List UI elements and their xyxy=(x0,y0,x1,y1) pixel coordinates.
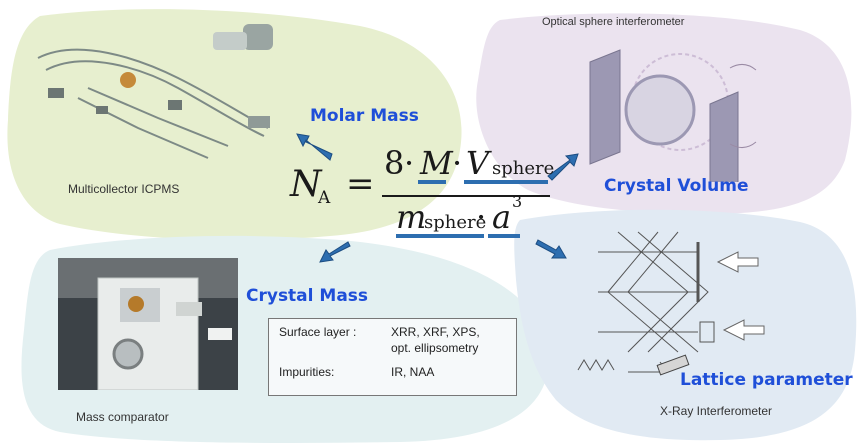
label-lattice-parameter: Lattice parameter xyxy=(680,370,853,390)
label-crystal-mass: Crystal Mass xyxy=(246,286,369,306)
formula-numerator-coefficient: 8 xyxy=(384,144,405,182)
caption-mass-comparator: Mass comparator xyxy=(76,410,169,424)
caption-multicollector-icpms: Multicollector ICPMS xyxy=(68,182,180,196)
etalon-left xyxy=(589,49,621,165)
mass-comparator-photo xyxy=(58,258,238,390)
magnet-block xyxy=(243,24,273,50)
silicon-sphere xyxy=(624,74,696,146)
formula-lattice-exponent: 3 xyxy=(512,192,523,211)
methods-key-surface-layer: Surface layer : xyxy=(279,325,357,339)
methods-value-impurities: IR, NAA xyxy=(391,365,435,379)
multicollector-icpms-illustration xyxy=(37,24,273,159)
arrow-to-molar-mass xyxy=(296,133,333,161)
label-molar-mass: Molar Mass xyxy=(310,106,419,126)
formula-dot-3: · xyxy=(476,198,487,236)
formula-dot-2: · xyxy=(452,144,463,182)
methods-key-impurities: Impurities: xyxy=(279,365,335,379)
formula-equals: = xyxy=(346,164,375,204)
molar-mass-region xyxy=(7,9,462,240)
formula-lattice-symbol: a xyxy=(492,198,512,236)
xray-interferometer-illustration xyxy=(577,231,765,376)
caption-optical-sphere-interferometer: Optical sphere interferometer xyxy=(542,16,685,28)
formula-dot-1: · xyxy=(404,144,415,182)
methods-value-surface-layer-line1: XRR, XRF, XPS, xyxy=(391,325,480,339)
formula-volume-subscript: sphere xyxy=(492,158,555,179)
formula-volume-symbol: V xyxy=(466,144,490,182)
formula-lhs-subscript: A xyxy=(318,188,331,208)
formula-mass-symbol: m xyxy=(396,198,427,236)
sphere-interferometer-illustration xyxy=(589,49,757,182)
arrow-to-lattice-parameter xyxy=(535,239,567,259)
measurement-methods-box: Surface layer : XRR, XRF, XPS, opt. elli… xyxy=(268,318,517,396)
lattice-parameter-region xyxy=(514,209,857,441)
caption-xray-interferometer: X-Ray Interferometer xyxy=(660,404,773,418)
formula-molar-mass-symbol: M xyxy=(420,144,453,182)
formula-lhs-symbol: N xyxy=(290,164,322,205)
source-lens xyxy=(120,72,136,88)
formula-mass-subscript: sphere xyxy=(424,212,487,233)
etalon-right xyxy=(709,91,739,182)
arrow-to-crystal-mass xyxy=(319,241,351,263)
arrow-to-crystal-volume xyxy=(547,153,579,181)
methods-value-surface-layer-line2: opt. ellipsometry xyxy=(391,341,479,355)
label-crystal-volume: Crystal Volume xyxy=(604,176,749,196)
